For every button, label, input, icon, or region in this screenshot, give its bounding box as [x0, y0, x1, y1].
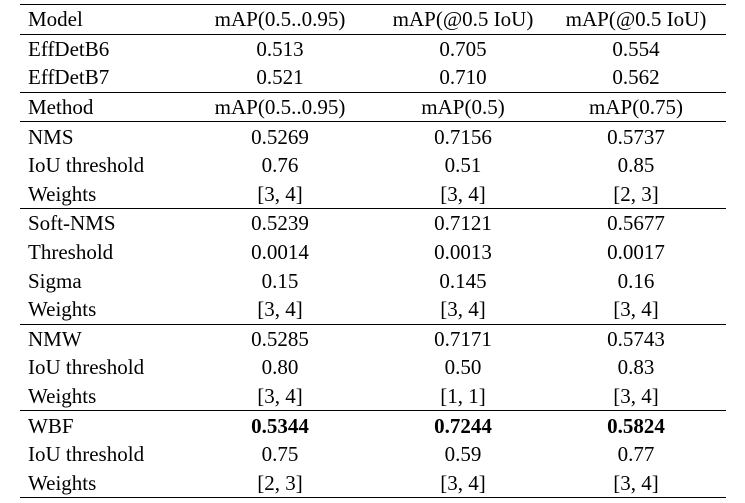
- row-label-cell: NMW: [28, 326, 82, 351]
- table-row: Soft-NMS 0.5239 0.7121 0.5677: [20, 209, 726, 238]
- table-row: Weights [3, 4] [3, 4] [2, 3]: [20, 179, 726, 210]
- value-cell: 0.5737: [607, 124, 665, 149]
- value-cell: 0.85: [617, 153, 655, 178]
- value-cell: mAP(@0.5 IoU): [546, 4, 726, 35]
- value-cell: mAP(0.5): [380, 92, 546, 123]
- value-cell: mAP(0.5..0.95): [180, 4, 380, 35]
- value-cell: [2, 3]: [546, 179, 726, 210]
- value-cell: 0.75: [261, 442, 299, 467]
- table-row: Sigma 0.15 0.145 0.16: [20, 266, 726, 295]
- table-row: IoU threshold 0.75 0.59 0.77: [20, 440, 726, 469]
- value-cell: [3, 4]: [546, 381, 726, 412]
- value-cell: 0.705: [439, 36, 487, 61]
- value-cell: 0.7171: [434, 326, 492, 351]
- value-cell: 0.145: [439, 268, 487, 293]
- value-cell: 0.7244: [434, 413, 492, 438]
- value-cell: 0.0014: [251, 240, 309, 265]
- value-cell: [3, 4]: [180, 179, 380, 210]
- table-row: WBF 0.5344 0.7244 0.5824: [20, 411, 726, 440]
- value-cell: mAP(0.75): [546, 92, 726, 123]
- value-cell: [2, 3]: [180, 468, 380, 499]
- value-cell: 0.5677: [607, 211, 665, 236]
- table-row: IoU threshold 0.80 0.50 0.83: [20, 353, 726, 382]
- value-cell: 0.59: [444, 442, 482, 467]
- row-label-cell: Weights: [20, 381, 180, 412]
- row-label-cell: Weights: [20, 294, 180, 325]
- value-cell: [3, 4]: [546, 294, 726, 325]
- table-row: EffDetB7 0.521 0.710 0.562: [20, 63, 726, 93]
- results-table-container: Model mAP(0.5..0.95) mAP(@0.5 IoU) mAP(@0.5…: [20, 4, 726, 499]
- table-row: IoU threshold 0.76 0.51 0.85: [20, 151, 726, 180]
- row-label-cell: Weights: [20, 468, 180, 499]
- value-cell: 0.513: [256, 36, 304, 61]
- table-row: Threshold 0.0014 0.0013 0.0017: [20, 238, 726, 267]
- row-label-cell: EffDetB6: [28, 36, 110, 61]
- value-cell: [3, 4]: [380, 179, 546, 210]
- value-cell: 0.16: [617, 268, 655, 293]
- value-cell: 0.5743: [607, 326, 665, 351]
- value-cell: 0.5269: [251, 124, 309, 149]
- value-cell: [3, 4]: [380, 294, 546, 325]
- value-cell: 0.562: [546, 63, 726, 93]
- value-cell: 0.710: [380, 63, 546, 93]
- table-row: EffDetB6 0.513 0.705 0.554: [20, 34, 726, 63]
- value-cell: 0.83: [617, 355, 655, 380]
- value-cell: mAP(@0.5 IoU): [380, 4, 546, 35]
- value-cell: 0.521: [180, 63, 380, 93]
- value-cell: 0.80: [261, 355, 299, 380]
- value-cell: 0.77: [617, 442, 655, 467]
- value-cell: 0.0013: [434, 240, 492, 265]
- row-label-cell: IoU threshold: [28, 355, 145, 380]
- value-cell: 0.5344: [251, 413, 309, 438]
- value-cell: 0.50: [444, 355, 482, 380]
- row-label-cell: Weights: [20, 179, 180, 210]
- value-cell: [3, 4]: [546, 468, 726, 499]
- table-row: Weights [2, 3] [3, 4] [3, 4]: [20, 468, 726, 499]
- row-label-cell: IoU threshold: [28, 442, 145, 467]
- value-cell: [3, 4]: [180, 381, 380, 412]
- row-label-cell: Threshold: [28, 240, 114, 265]
- value-cell: [3, 4]: [180, 294, 380, 325]
- table-row: NMS 0.5269 0.7156 0.5737: [20, 122, 726, 151]
- value-cell: [1, 1]: [380, 381, 546, 412]
- value-cell: 0.15: [261, 268, 299, 293]
- results-table-body: Model mAP(0.5..0.95) mAP(@0.5 IoU) mAP(@0.5…: [20, 4, 726, 499]
- value-cell: 0.7121: [434, 211, 492, 236]
- row-label-cell: Method: [20, 92, 180, 123]
- row-label-cell: EffDetB7: [20, 63, 180, 93]
- value-cell: 0.5239: [251, 211, 309, 236]
- results-table: Model mAP(0.5..0.95) mAP(@0.5 IoU) mAP(@0.5…: [20, 4, 726, 499]
- row-label-cell: WBF: [28, 413, 74, 438]
- value-cell: 0.51: [444, 153, 482, 178]
- table-row: NMW 0.5285 0.7171 0.5743: [20, 324, 726, 353]
- row-label-cell: Sigma: [28, 268, 82, 293]
- value-cell: 0.76: [261, 153, 299, 178]
- table-row: Model mAP(0.5..0.95) mAP(@0.5 IoU) mAP(@0.5…: [20, 4, 726, 35]
- row-label-cell: IoU threshold: [28, 153, 145, 178]
- table-row: Weights [3, 4] [1, 1] [3, 4]: [20, 381, 726, 412]
- row-label-cell: Soft-NMS: [28, 211, 116, 236]
- value-cell: [3, 4]: [380, 468, 546, 499]
- value-cell: 0.0017: [607, 240, 665, 265]
- table-row: Method mAP(0.5..0.95) mAP(0.5) mAP(0.75): [20, 92, 726, 123]
- value-cell: 0.5824: [607, 413, 665, 438]
- value-cell: 0.7156: [434, 124, 492, 149]
- table-row: Weights [3, 4] [3, 4] [3, 4]: [20, 294, 726, 325]
- value-cell: 0.5285: [251, 326, 309, 351]
- value-cell: 0.554: [612, 36, 660, 61]
- row-label-cell: NMS: [28, 124, 74, 149]
- value-cell: mAP(0.5..0.95): [180, 92, 380, 123]
- row-label-cell: Model: [20, 4, 180, 35]
